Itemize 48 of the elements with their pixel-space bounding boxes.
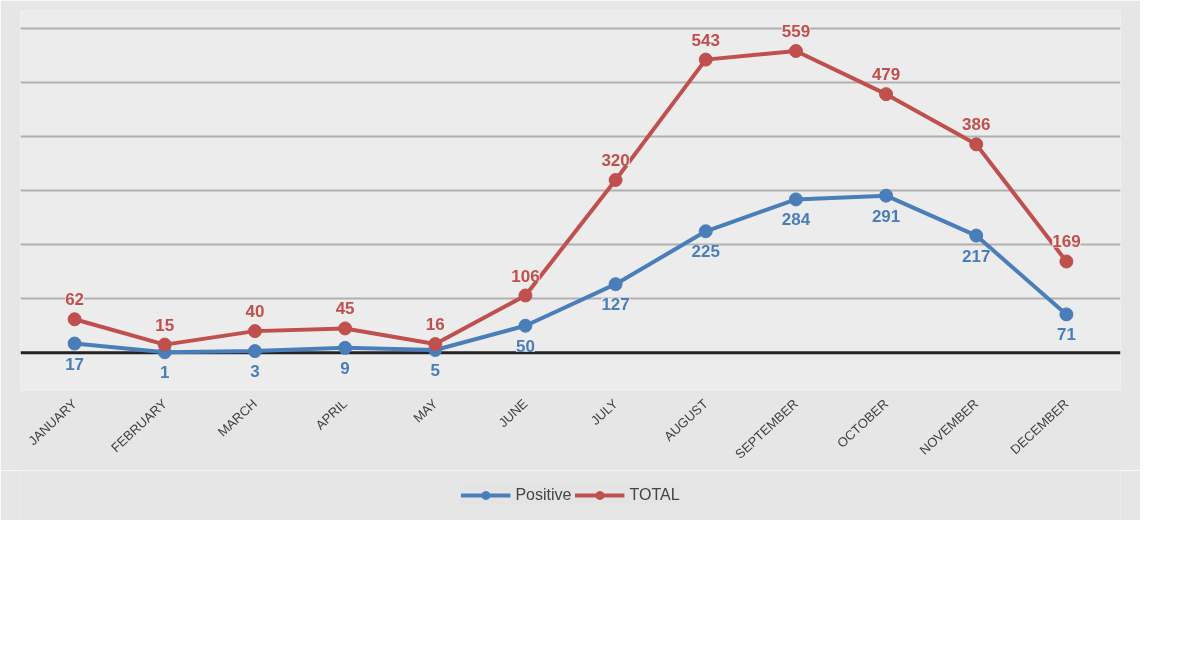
data-label: 386: [962, 115, 991, 135]
data-label: 284: [781, 210, 811, 230]
data-label: 543: [691, 30, 720, 50]
point: [698, 224, 713, 239]
data-label: 62: [65, 290, 85, 310]
point: [1059, 307, 1074, 322]
point: [788, 192, 803, 207]
point: [969, 228, 984, 243]
legend-label: TOTAL: [629, 486, 680, 504]
point: [608, 277, 623, 292]
data-label: 9: [340, 358, 350, 378]
point: [247, 324, 262, 339]
data-label: 45: [335, 299, 355, 319]
data-label: 106: [511, 266, 540, 286]
data-label: 127: [601, 295, 630, 315]
point: [67, 312, 82, 327]
data-label: 217: [962, 246, 991, 266]
data-label: 71: [1056, 325, 1076, 345]
point: [879, 87, 894, 102]
point: [338, 340, 353, 355]
data-label: 479: [871, 65, 901, 85]
data-label: 559: [781, 21, 811, 41]
point: [608, 173, 623, 187]
point: [518, 318, 533, 333]
data-label: 3: [250, 362, 260, 382]
data-label: 1: [160, 363, 170, 383]
data-label: 225: [691, 242, 720, 262]
data-label: 15: [155, 315, 175, 335]
data-label: 40: [245, 302, 265, 322]
point: [969, 137, 984, 152]
data-label: 169: [1052, 232, 1081, 252]
point: [1059, 254, 1074, 269]
data-label: 320: [601, 150, 630, 170]
point: [698, 52, 713, 67]
point: [428, 337, 443, 352]
data-label: 17: [65, 354, 85, 374]
point: [157, 337, 172, 352]
data-label: 50: [515, 336, 535, 356]
data-label: 16: [425, 315, 445, 335]
data-label: 291: [871, 206, 901, 226]
point: [338, 321, 353, 336]
point: [518, 288, 533, 303]
point: [247, 344, 262, 359]
point: [788, 44, 803, 58]
legend-label: Positive: [515, 486, 572, 504]
data-label: 5: [430, 361, 440, 381]
point: [67, 336, 82, 351]
point: [879, 188, 894, 203]
